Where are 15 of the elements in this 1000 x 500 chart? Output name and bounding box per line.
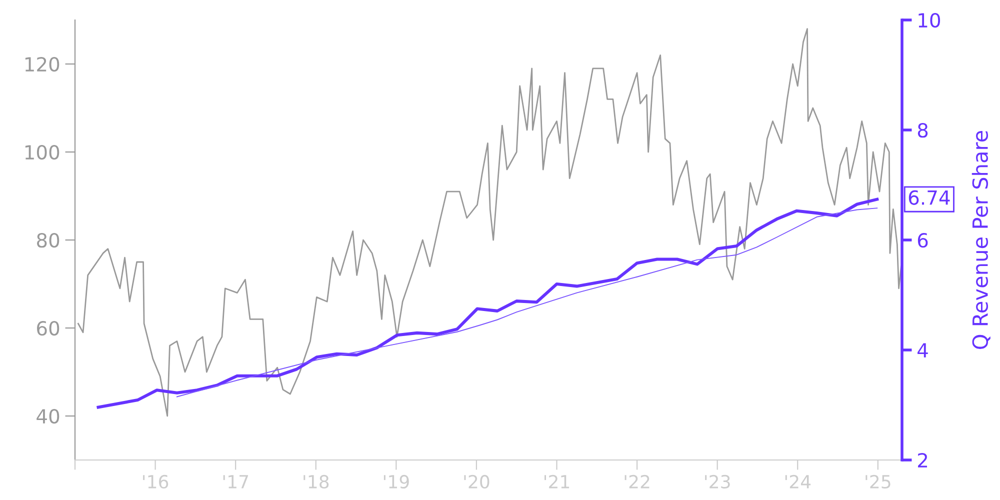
text: 6.74 <box>908 190 950 205</box>
y2-tick-label: 8 <box>918 122 928 138</box>
y-tick-label: 40 <box>36 408 60 424</box>
line-series <box>96 198 879 409</box>
y-tick-label: 60 <box>37 320 60 336</box>
y-tick-label: 100 <box>25 144 60 160</box>
line-series <box>78 28 902 417</box>
y-tick-label: 120 <box>25 56 60 72</box>
y-tick-label: 80 <box>36 232 60 248</box>
y2-tick-label: 2 <box>918 452 928 468</box>
y2-tick-label: 4 <box>918 343 928 358</box>
y2-axis-title: Q Revenue Per Share <box>972 130 990 349</box>
line-series <box>176 208 878 398</box>
y2-tick-label: 10 <box>918 12 940 28</box>
y2-tick-label: 6 <box>918 232 928 248</box>
